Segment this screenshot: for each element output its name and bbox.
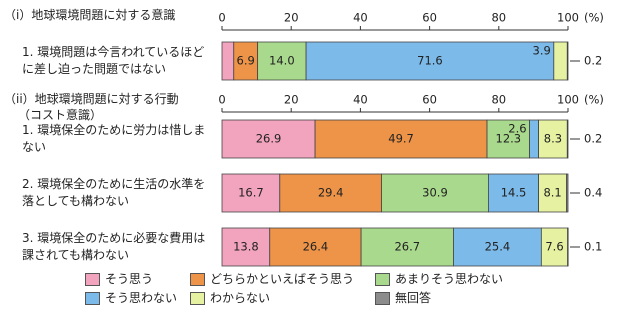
legend-swatch xyxy=(375,272,390,286)
value-label: 26.4 xyxy=(303,240,329,254)
bar-segment xyxy=(567,227,569,267)
category-label: 3. 環境保全のために必要な費用は課されても構わない xyxy=(22,231,206,262)
legend-item: わからない xyxy=(190,291,270,305)
bar-segment xyxy=(529,119,539,159)
x-tick-label: 40 xyxy=(353,93,368,107)
value-label: 16.7 xyxy=(238,186,264,200)
x-axis-unit: (%) xyxy=(584,93,604,107)
bar-segment xyxy=(553,41,568,81)
legend-item: そう思わない xyxy=(85,291,177,305)
value-label: 0.4 xyxy=(584,186,602,200)
value-label: 26.9 xyxy=(256,132,282,146)
bar-segment xyxy=(566,173,569,213)
value-label: 14.5 xyxy=(501,186,527,200)
panel-title: （i）地球環境問題に対する意識 xyxy=(4,8,176,22)
x-tick-label: 20 xyxy=(284,11,299,25)
category-label: 1. 環境保全のために労力は惜しまない xyxy=(22,123,206,154)
panel-title: （ii）地球環境問題に対する行動 xyxy=(4,92,179,106)
bar-segment xyxy=(221,173,281,213)
legend-label: そう思わない xyxy=(105,291,178,305)
bar-segment xyxy=(360,227,454,267)
panel-subtitle: （コスト意識） xyxy=(18,108,103,122)
x-tick-label: 20 xyxy=(284,93,299,107)
legend-swatch xyxy=(375,291,390,305)
legend-swatch xyxy=(85,272,100,286)
value-label: 0.2 xyxy=(584,132,602,146)
x-tick-label: 60 xyxy=(422,93,437,107)
x-tick-label: 80 xyxy=(491,93,506,107)
value-label: 30.9 xyxy=(422,186,448,200)
value-label: 8.3 xyxy=(544,132,562,146)
legend-item: あまりそう思わない xyxy=(375,272,503,286)
bar-segment xyxy=(566,41,569,81)
bar-segment xyxy=(566,119,569,159)
category-label: 1. 環境問題は今言われているほどに差し迫った問題ではない xyxy=(22,45,205,76)
bar-segment xyxy=(486,119,530,159)
bar-segment xyxy=(453,227,542,267)
bar-segment xyxy=(221,119,316,159)
value-label: 13.8 xyxy=(233,240,259,254)
x-tick-label: 40 xyxy=(353,11,368,25)
legend-item: どちらかといえばそう思う xyxy=(190,272,354,286)
legend-label: どちらかといえばそう思う xyxy=(210,272,355,286)
x-axis-unit: (%) xyxy=(584,11,604,25)
legend-item: 無回答 xyxy=(375,291,431,305)
value-label: 3.9 xyxy=(533,44,551,58)
value-label: 14.0 xyxy=(269,54,295,68)
value-label: 71.6 xyxy=(417,54,443,68)
value-label: 25.4 xyxy=(485,240,511,254)
value-label: 0.1 xyxy=(584,240,602,254)
bar-segment xyxy=(305,41,555,81)
bar-segment xyxy=(538,173,568,213)
bar-segment xyxy=(314,119,488,159)
bar-segment xyxy=(269,227,362,267)
bar-segment xyxy=(538,119,568,159)
x-tick-label: 60 xyxy=(422,11,437,25)
legend-label: わからない xyxy=(210,291,271,305)
legend-label: そう思う xyxy=(105,272,154,286)
bar-segment xyxy=(540,227,569,267)
x-tick-label: 0 xyxy=(218,11,225,25)
value-label: 49.7 xyxy=(388,132,414,146)
value-label: 26.7 xyxy=(394,240,420,254)
bar-segment xyxy=(221,41,235,81)
value-label: 7.6 xyxy=(545,240,563,254)
x-tick-label: 100 xyxy=(557,93,579,107)
x-tick-label: 100 xyxy=(557,11,579,25)
bar-segment xyxy=(279,173,382,213)
legend-swatch xyxy=(85,291,100,305)
legend-swatch xyxy=(190,272,205,286)
bar-segment xyxy=(488,173,539,213)
category-label: 2. 環境保全のために生活の水準を落としても構わない xyxy=(22,177,206,208)
legend-item: そう思う xyxy=(85,272,153,286)
value-label: 6.9 xyxy=(237,54,255,68)
x-tick-label: 0 xyxy=(218,93,225,107)
value-label: 12.3 xyxy=(496,132,522,146)
x-tick-label: 80 xyxy=(491,11,506,25)
value-label: 8.1 xyxy=(543,186,561,200)
bar-segment xyxy=(221,227,271,267)
legend-label: 無回答 xyxy=(395,291,432,305)
legend-label: あまりそう思わない xyxy=(395,272,504,286)
legend-swatch xyxy=(190,291,205,305)
value-label: 2.6 xyxy=(508,122,526,136)
value-label: 0.2 xyxy=(584,54,602,68)
value-label: 29.4 xyxy=(318,186,344,200)
